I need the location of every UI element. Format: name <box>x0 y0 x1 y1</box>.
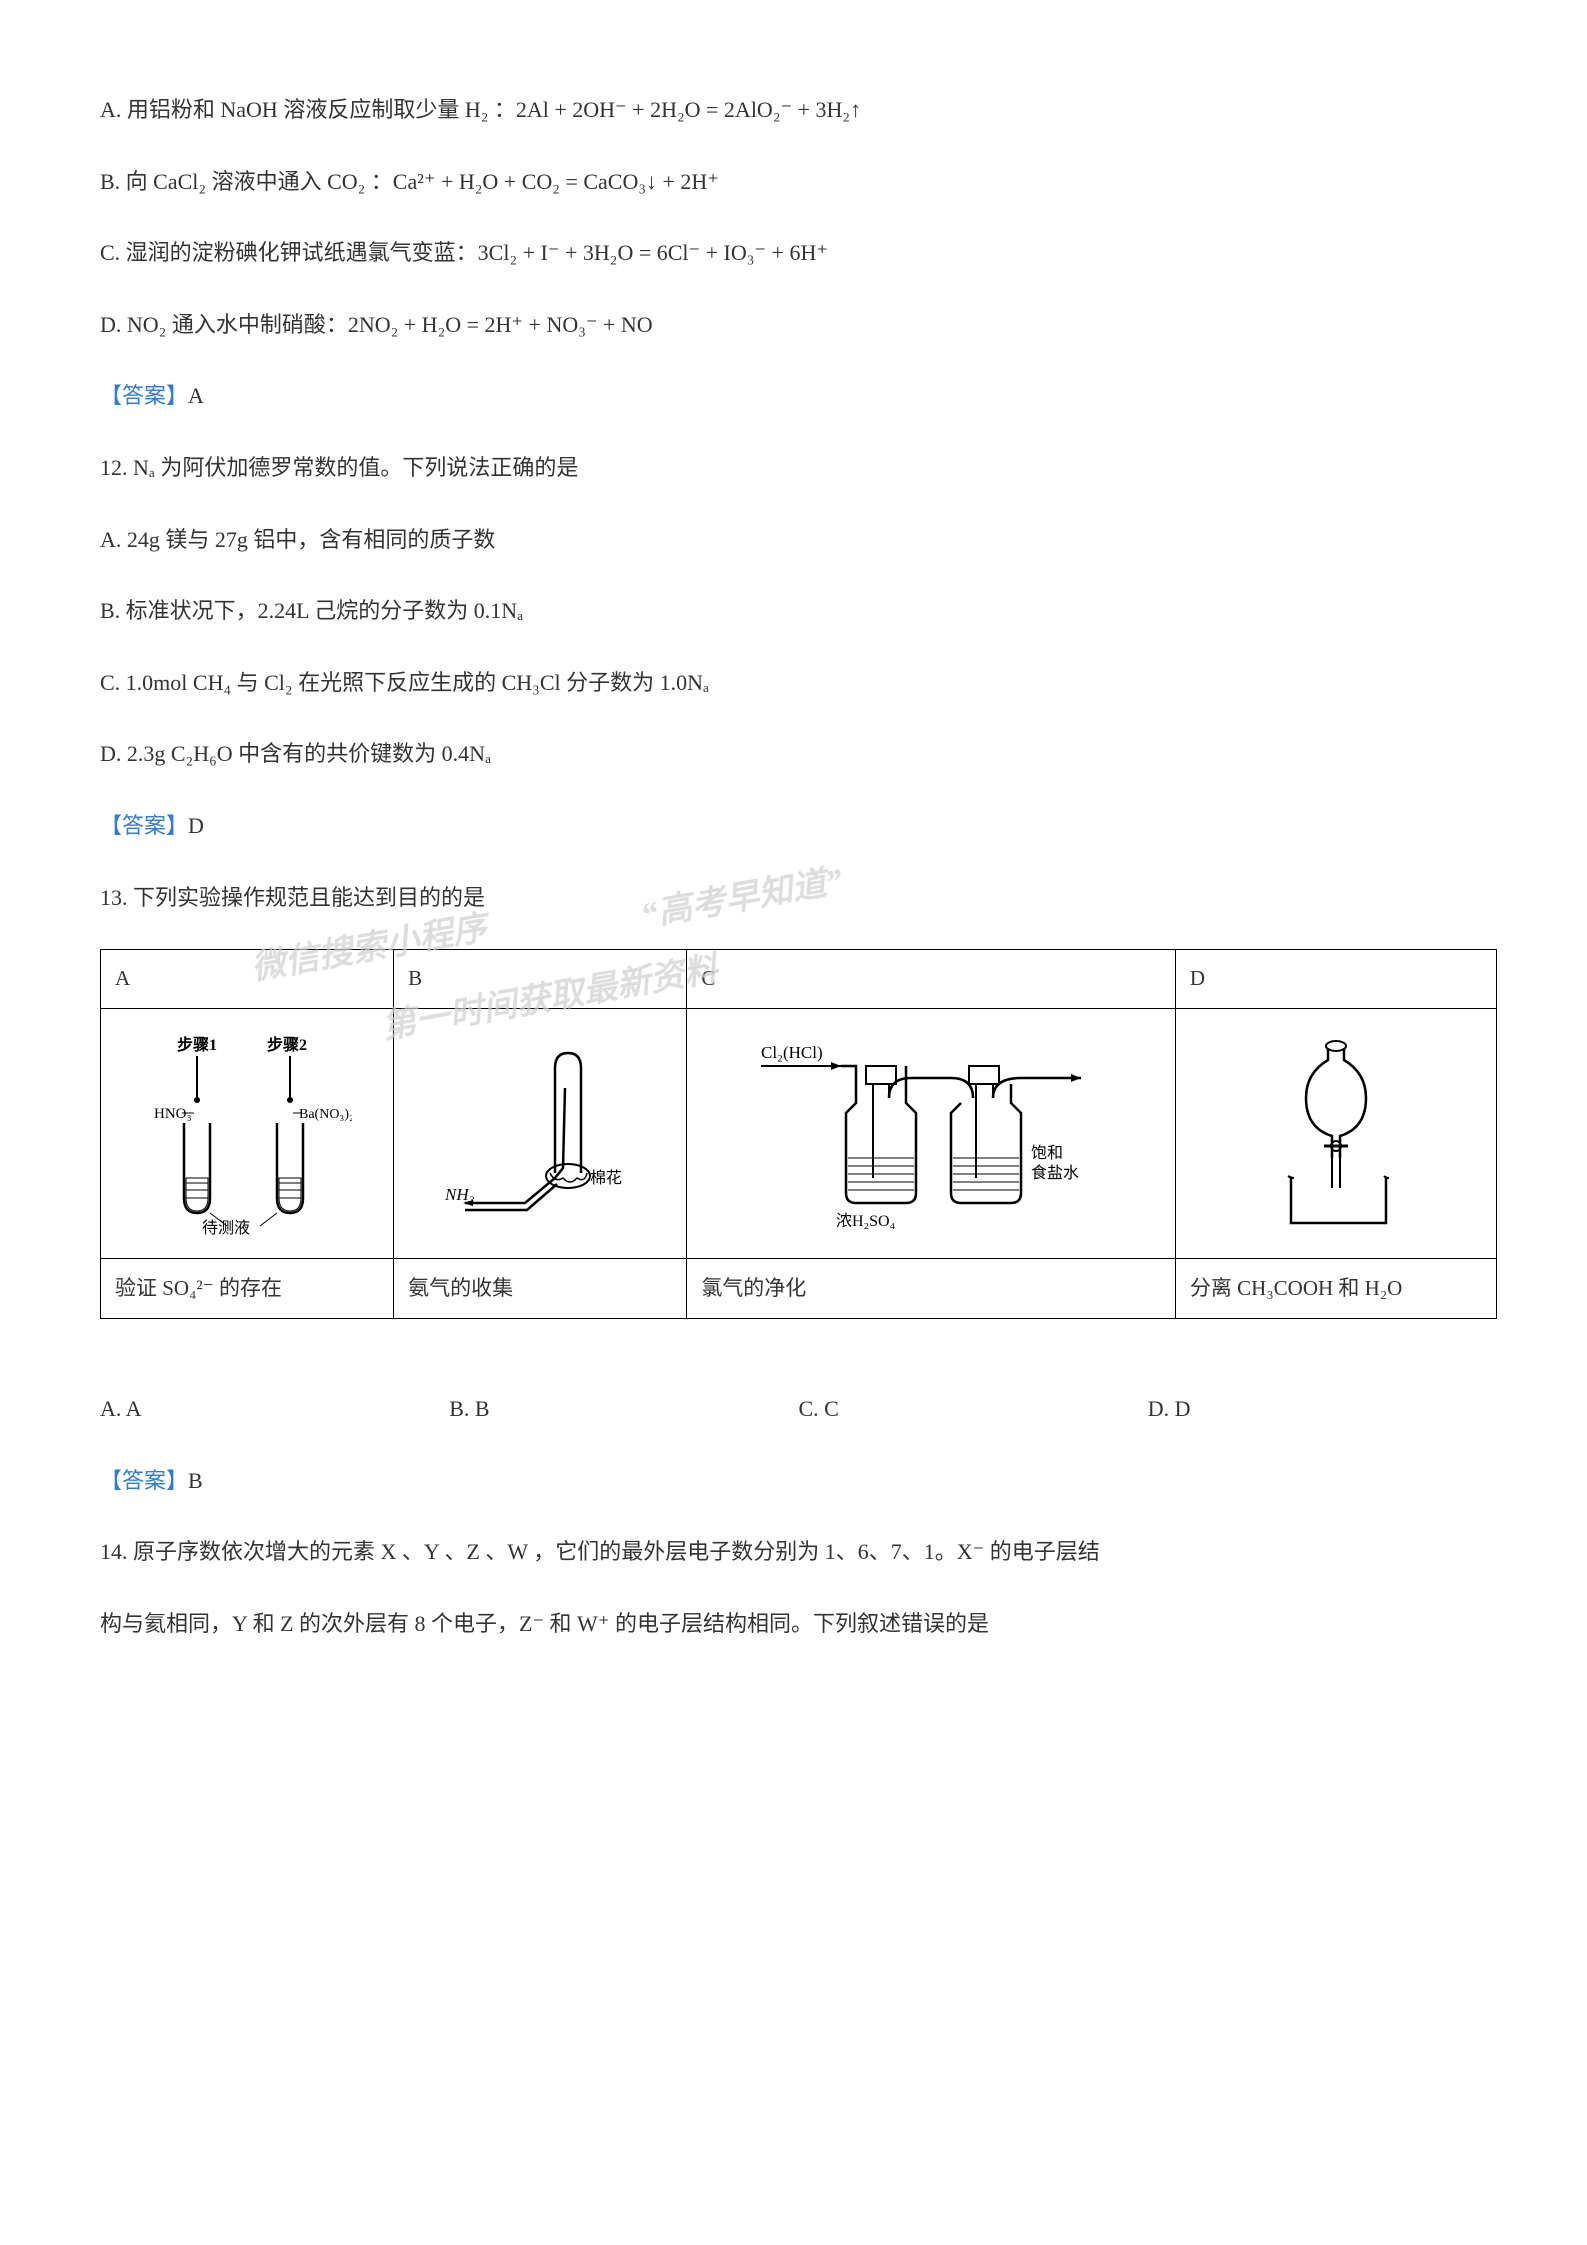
label-step1: 步骤1 <box>177 1035 217 1054</box>
q13-header-c: C <box>687 950 1176 1009</box>
q13-option-b: B. B <box>449 1389 798 1429</box>
q13-table-desc-row: 验证 SO₄²⁻ 的存在 氨气的收集 氯气的净化 分离 CH₃COOH 和 H₂… <box>101 1258 1497 1318</box>
label-cl2: Cl₂(HCl) <box>761 1043 823 1062</box>
q13-table-header-row: A B C D <box>101 950 1497 1009</box>
q11-option-d: D. NO₂ 通入水中制硝酸：2NO₂ + H₂O = 2H⁺ + NO₃⁻ +… <box>100 305 1497 345</box>
q11-option-b: B. 向 CaCl₂ 溶液中通入 CO₂ ：Ca²⁺ + H₂O + CO₂ =… <box>100 162 1497 202</box>
q13-diagram-a: 步骤1 HNO₃ 步骤2 Ba(NO₃)₂ <box>101 1008 394 1258</box>
q13-header-b: B <box>394 950 687 1009</box>
q13-answer: 【答案】B <box>100 1461 1497 1501</box>
q13-option-d: D. D <box>1148 1389 1497 1429</box>
label-step2: 步骤2 <box>267 1035 307 1054</box>
q14-stem-line1: 14. 原子序数依次增大的元素 X 、Y 、Z 、W ，它们的最外层电子数分别为… <box>100 1532 1497 1572</box>
q13-options-row: A. A B. B C. C D. D <box>100 1389 1497 1429</box>
q13-option-a: A. A <box>100 1389 449 1429</box>
q13-desc-a: 验证 SO₄²⁻ 的存在 <box>101 1258 394 1318</box>
label-cotton: 棉花 <box>590 1169 622 1187</box>
q13-desc-b: 氨气的收集 <box>394 1258 687 1318</box>
q13-diagram-b: 棉花 NH₃ <box>394 1008 687 1258</box>
q14-stem-line2: 构与氦相同，Y 和 Z 的次外层有 8 个电子，Z⁻ 和 W⁺ 的电子层结构相同… <box>100 1604 1497 1644</box>
label-sample: 待测液 <box>202 1219 250 1237</box>
q13-answer-value: B <box>188 1468 203 1493</box>
q13-diagram-c: Cl₂(HCl) 浓H₂SO₄ <box>687 1008 1176 1258</box>
label-h2so4: 浓H₂SO₄ <box>836 1212 896 1230</box>
q12-answer-label: 【答案】 <box>100 813 188 838</box>
q12-answer-value: D <box>188 813 204 838</box>
q13-desc-d: 分离 CH₃COOH 和 H₂O <box>1175 1258 1496 1318</box>
q11-option-c: C. 湿润的淀粉碘化钾试纸遇氯气变蓝：3Cl₂ + I⁻ + 3H₂O = 6C… <box>100 233 1497 273</box>
q13-header-a: A <box>101 950 394 1009</box>
nh3-collection-icon: 棉花 NH₃ <box>435 1028 645 1238</box>
q13-table-diagram-row: 步骤1 HNO₃ 步骤2 Ba(NO₃)₂ <box>101 1008 1497 1258</box>
q13-container: 13. 下列实验操作规范且能达到目的的是 “高考早知道” 微信搜索小程序 第一时… <box>100 878 1497 1319</box>
q13-diagram-d <box>1175 1008 1496 1258</box>
gas-wash-icon: Cl₂(HCl) 浓H₂SO₄ <box>741 1028 1121 1238</box>
label-nacl-2: 食盐水 <box>1031 1164 1079 1182</box>
label-nacl-1: 饱和 <box>1031 1144 1063 1162</box>
q13-answer-label: 【答案】 <box>100 1468 188 1493</box>
q11-answer: 【答案】A <box>100 376 1497 416</box>
q11-answer-label: 【答案】 <box>100 383 188 408</box>
q11-answer-value: A <box>188 383 204 408</box>
label-hno3: HNO₃ <box>154 1106 192 1122</box>
q13-table: A B C D 步骤1 HNO₃ 步骤 <box>100 949 1497 1319</box>
q12-option-a: A. 24g 镁与 27g 铝中，含有相同的质子数 <box>100 520 1497 560</box>
q13-option-c: C. C <box>799 1389 1148 1429</box>
q12-option-d: D. 2.3g C₂H₆O 中含有的共价键数为 0.4Nₐ <box>100 734 1497 774</box>
q13-stem: 13. 下列实验操作规范且能达到目的的是 <box>100 878 1497 918</box>
q11-option-a: A. 用铝粉和 NaOH 溶液反应制取少量 H₂ ：2Al + 2OH⁻ + 2… <box>100 90 1497 130</box>
q12-stem: 12. Nₐ 为阿伏加德罗常数的值。下列说法正确的是 <box>100 448 1497 488</box>
separating-funnel-icon <box>1236 1028 1436 1238</box>
q12-option-c: C. 1.0mol CH₄ 与 Cl₂ 在光照下反应生成的 CH₃Cl 分子数为… <box>100 663 1497 703</box>
q13-header-d: D <box>1175 950 1496 1009</box>
label-bano32: Ba(NO₃)₂ <box>299 1107 352 1122</box>
test-tubes-icon: 步骤1 HNO₃ 步骤2 Ba(NO₃)₂ <box>142 1028 352 1238</box>
q12-option-b: B. 标准状况下，2.24L 己烷的分子数为 0.1Nₐ <box>100 591 1497 631</box>
q13-desc-c: 氯气的净化 <box>687 1258 1176 1318</box>
q12-answer: 【答案】D <box>100 806 1497 846</box>
